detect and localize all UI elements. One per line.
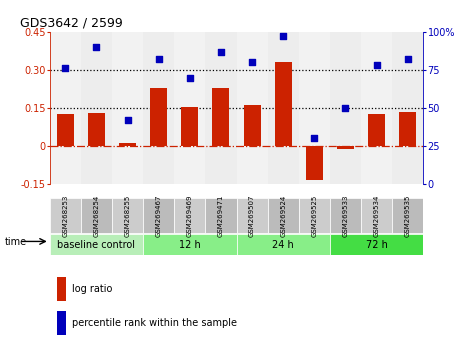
Text: log ratio: log ratio <box>72 284 113 294</box>
Text: GSM269469: GSM269469 <box>187 195 193 237</box>
Bar <box>330 32 361 184</box>
Text: GSM269507: GSM269507 <box>249 195 255 237</box>
Bar <box>306 146 323 180</box>
Bar <box>337 146 354 149</box>
Bar <box>399 112 416 146</box>
Bar <box>81 32 112 184</box>
Text: GSM269533: GSM269533 <box>342 195 349 237</box>
Text: 12 h: 12 h <box>179 240 201 250</box>
Point <box>217 49 225 55</box>
Text: GSM269525: GSM269525 <box>311 195 317 237</box>
Text: GSM269534: GSM269534 <box>374 195 380 237</box>
Bar <box>361 32 392 184</box>
Text: GSM269524: GSM269524 <box>280 195 286 237</box>
Point <box>124 117 131 123</box>
Bar <box>368 114 385 146</box>
Bar <box>50 234 143 255</box>
Bar <box>150 88 167 146</box>
Text: GSM268255: GSM268255 <box>124 195 131 237</box>
Text: GSM269471: GSM269471 <box>218 195 224 237</box>
Bar <box>275 62 292 146</box>
Text: GSM268254: GSM268254 <box>93 195 99 237</box>
Bar <box>81 198 112 233</box>
Bar <box>236 198 268 233</box>
Bar <box>244 105 261 146</box>
Text: GSM269535: GSM269535 <box>405 195 411 237</box>
Bar <box>57 278 67 301</box>
Bar <box>57 312 67 335</box>
Text: percentile rank within the sample: percentile rank within the sample <box>72 318 237 328</box>
Bar <box>112 32 143 184</box>
Bar <box>392 32 423 184</box>
Bar <box>88 113 105 146</box>
Point <box>155 56 162 62</box>
Bar <box>50 198 81 233</box>
Bar <box>205 198 236 233</box>
Bar <box>181 107 198 146</box>
Bar <box>174 198 205 233</box>
Point <box>342 105 349 111</box>
Text: baseline control: baseline control <box>57 240 135 250</box>
Point <box>248 59 256 65</box>
Bar <box>174 32 205 184</box>
Bar <box>50 32 81 184</box>
Point <box>280 34 287 39</box>
Bar <box>236 32 268 184</box>
Bar <box>361 198 392 233</box>
Text: time: time <box>5 237 27 247</box>
Bar <box>212 88 229 146</box>
Bar <box>299 198 330 233</box>
Point <box>186 75 193 80</box>
Text: GDS3642 / 2599: GDS3642 / 2599 <box>20 16 123 29</box>
Text: GSM269467: GSM269467 <box>156 195 162 237</box>
Bar <box>112 198 143 233</box>
Bar <box>236 234 330 255</box>
Point <box>404 56 412 62</box>
Text: 24 h: 24 h <box>272 240 294 250</box>
Bar <box>119 143 136 146</box>
Bar <box>143 198 174 233</box>
Bar <box>205 32 236 184</box>
Point <box>373 63 380 68</box>
Bar <box>268 32 299 184</box>
Bar <box>392 198 423 233</box>
Bar <box>330 234 423 255</box>
Bar <box>143 234 236 255</box>
Bar <box>299 32 330 184</box>
Bar <box>330 198 361 233</box>
Point <box>61 65 69 71</box>
Point <box>311 136 318 141</box>
Bar <box>268 198 299 233</box>
Text: GSM268253: GSM268253 <box>62 195 68 237</box>
Point <box>93 44 100 50</box>
Bar <box>57 114 74 146</box>
Text: 72 h: 72 h <box>366 240 387 250</box>
Bar <box>143 32 174 184</box>
